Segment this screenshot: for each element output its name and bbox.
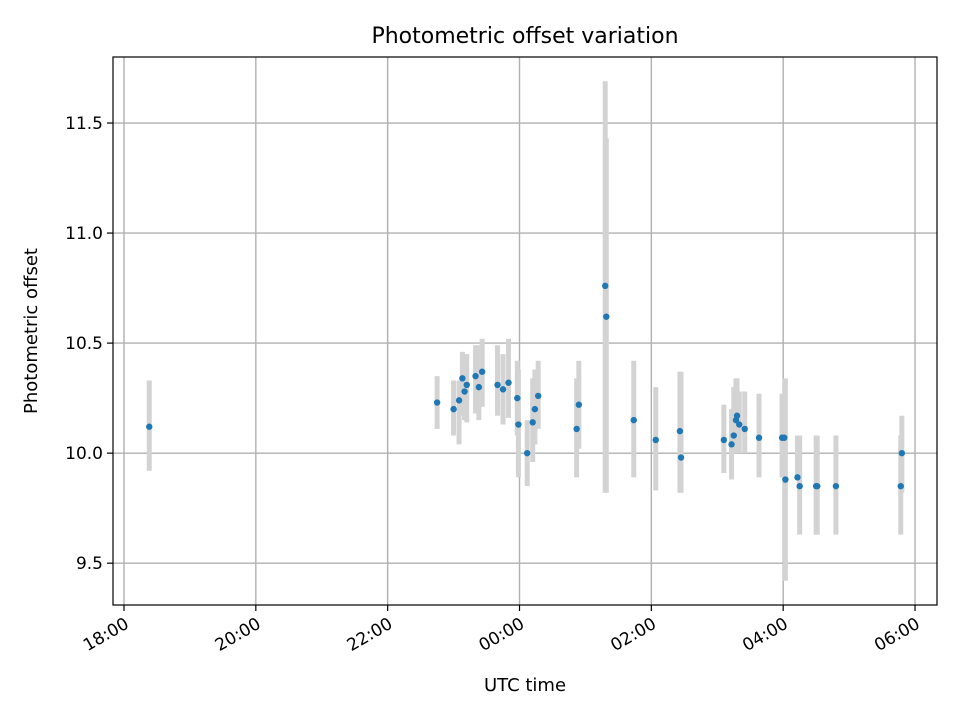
data-point — [494, 381, 501, 389]
data-point — [575, 401, 583, 408]
data-point — [531, 405, 539, 413]
data-point — [461, 388, 468, 395]
x-tick-label: 04:00 — [739, 614, 791, 656]
data-point — [832, 482, 840, 490]
data-point — [478, 368, 486, 375]
data-point — [523, 449, 531, 457]
data-point — [897, 482, 904, 490]
y-tick-label: 11.0 — [65, 224, 103, 244]
data-point — [455, 397, 463, 404]
data-point — [782, 476, 789, 483]
data-point — [741, 425, 748, 433]
y-axis-label: Photometric offset — [21, 248, 42, 414]
data-point — [534, 392, 542, 400]
data-point — [475, 383, 483, 391]
errorbar-layer — [146, 81, 905, 581]
data-point — [796, 482, 803, 490]
data-point — [736, 421, 743, 428]
data-point — [676, 427, 684, 435]
data-point — [450, 405, 457, 413]
data-point — [499, 386, 507, 393]
x-tick-label: 18:00 — [80, 614, 132, 656]
y-tick-label: 9.5 — [76, 554, 103, 574]
x-tick-label: 02:00 — [607, 614, 659, 656]
x-tick-label: 00:00 — [476, 614, 528, 656]
plot-frame — [112, 56, 938, 606]
data-point — [755, 434, 763, 441]
data-point — [730, 432, 737, 439]
data-point — [603, 313, 610, 320]
data-point — [459, 375, 466, 382]
y-tick-label: 11.5 — [65, 114, 103, 134]
data-point — [463, 381, 470, 389]
x-axis-label: UTC time — [484, 675, 566, 696]
data-point — [515, 421, 522, 428]
data-point — [720, 436, 728, 444]
x-tick-label: 06:00 — [871, 614, 923, 656]
data-point — [677, 454, 685, 461]
data-point — [814, 482, 821, 490]
data-point — [433, 399, 441, 406]
data-point — [529, 419, 536, 426]
data-point — [602, 282, 609, 290]
data-point — [733, 412, 741, 419]
data-point — [781, 434, 788, 441]
data-point — [505, 379, 512, 386]
y-tick-label: 10.5 — [65, 334, 103, 354]
chart-title: Photometric offset variation — [371, 24, 678, 49]
x-tick-label: 20:00 — [212, 614, 264, 656]
data-point — [898, 449, 906, 457]
grid-layer — [113, 57, 937, 605]
data-point — [652, 436, 659, 444]
data-point — [472, 372, 479, 380]
data-point — [794, 474, 801, 481]
data-point — [728, 441, 735, 448]
data-point — [630, 416, 637, 424]
data-point — [146, 423, 153, 430]
point-layer — [146, 282, 906, 490]
x-tick-label: 22:00 — [344, 614, 396, 656]
data-point — [573, 425, 580, 433]
y-tick-label: 10.0 — [65, 444, 103, 464]
data-point — [514, 394, 521, 402]
